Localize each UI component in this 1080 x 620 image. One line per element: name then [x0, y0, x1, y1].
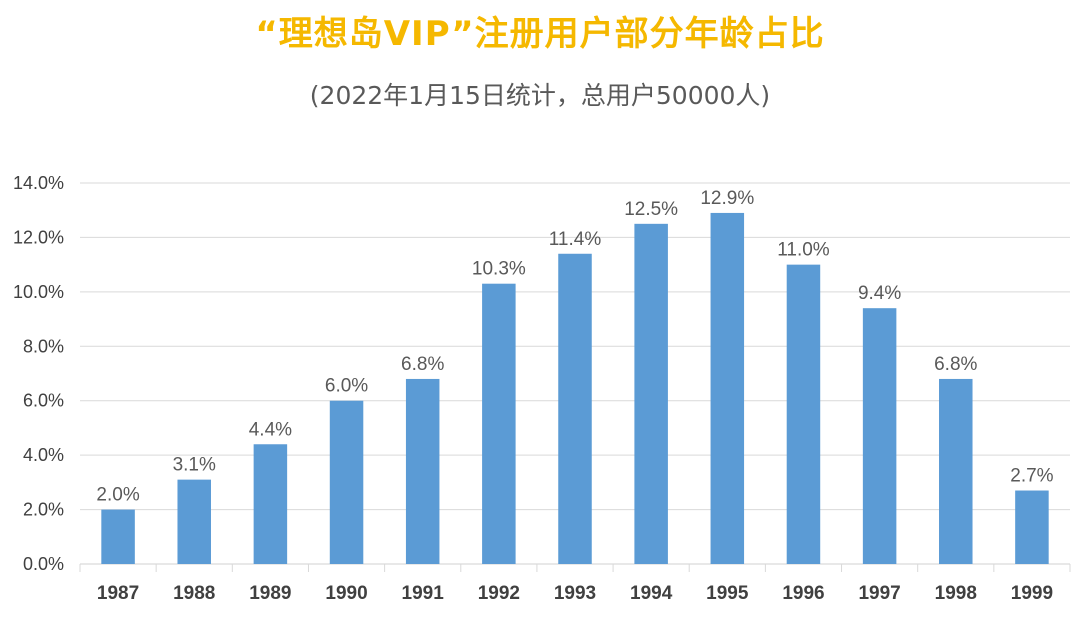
- data-label-1995: 12.9%: [700, 188, 754, 209]
- data-label-1994: 12.5%: [624, 199, 678, 220]
- bar-1989: [253, 444, 288, 564]
- bar-1999: [1015, 490, 1049, 564]
- data-label-1991: 6.8%: [401, 354, 444, 375]
- x-tick-label-1989: 1989: [249, 583, 291, 604]
- y-tick-label: 10.0%: [13, 282, 64, 302]
- data-label-1999: 2.7%: [1010, 466, 1053, 487]
- data-labels: 2.0% 3.1% 4.4% 6.0% 6.8% 10.3% 11.4% 12.5% 12.9%…: [96, 188, 1053, 506]
- x-tick-label-1990: 1990: [325, 583, 367, 604]
- bar-1988: [177, 479, 211, 564]
- y-tick-label: 2.0%: [23, 500, 64, 520]
- y-tick-label: 6.0%: [23, 391, 64, 411]
- data-label-1992: 10.3%: [472, 259, 526, 280]
- bar-1997: [862, 308, 897, 564]
- x-tick-label-1993: 1993: [554, 583, 596, 604]
- bar-1990: [329, 400, 364, 564]
- x-tick-label-1997: 1997: [858, 583, 900, 604]
- x-tick-label-1988: 1988: [173, 583, 215, 604]
- x-axis: 1987 1988 1989 1990 1991 1992 1993 1994 1995 1996…: [97, 583, 1053, 604]
- x-tick-label-1995: 1995: [706, 583, 749, 604]
- data-label-1989: 4.4%: [249, 419, 292, 440]
- y-tick-label: 4.0%: [23, 445, 64, 465]
- x-tick-label-1996: 1996: [782, 583, 824, 604]
- data-label-1996: 11.0%: [777, 240, 830, 261]
- y-tick-label: 14.0%: [13, 173, 64, 193]
- data-label-1993: 11.4%: [549, 229, 602, 250]
- data-label-1990: 6.0%: [325, 376, 368, 397]
- y-tick-label: 12.0%: [13, 227, 64, 247]
- bar-1994: [634, 223, 668, 565]
- x-tick-label-1998: 1998: [935, 583, 977, 604]
- bar-1996: [786, 264, 821, 564]
- bar-1998: [939, 378, 973, 564]
- data-label-1997: 9.4%: [858, 283, 901, 304]
- x-tick-label-1994: 1994: [630, 583, 673, 604]
- bar-1992: [482, 283, 516, 564]
- y-axis: 0.0% 2.0% 4.0% 6.0% 8.0% 10.0% 12.0% 14.0%: [13, 173, 1071, 574]
- data-label-1998: 6.8%: [934, 354, 977, 375]
- bar-1987: [101, 509, 135, 564]
- data-label-1987: 2.0%: [96, 485, 139, 506]
- bar-1995: [710, 212, 745, 564]
- x-tick-label-1991: 1991: [402, 583, 445, 604]
- y-tick-label: 8.0%: [23, 336, 64, 356]
- x-tick-label-1992: 1992: [478, 583, 520, 604]
- x-tick-label-1999: 1999: [1011, 583, 1053, 604]
- chart-title: “理想岛VIP”注册用户部分年龄占比: [255, 14, 825, 54]
- bar-1991: [405, 378, 440, 564]
- bar-1993: [558, 253, 592, 564]
- y-tick-label: 0.0%: [23, 554, 64, 574]
- bars: [101, 212, 1049, 565]
- data-label-1988: 3.1%: [173, 455, 216, 476]
- chart-subtitle: (2022年1月15日统计，总用户50000人): [309, 81, 771, 110]
- x-tick-label-1987: 1987: [97, 583, 139, 604]
